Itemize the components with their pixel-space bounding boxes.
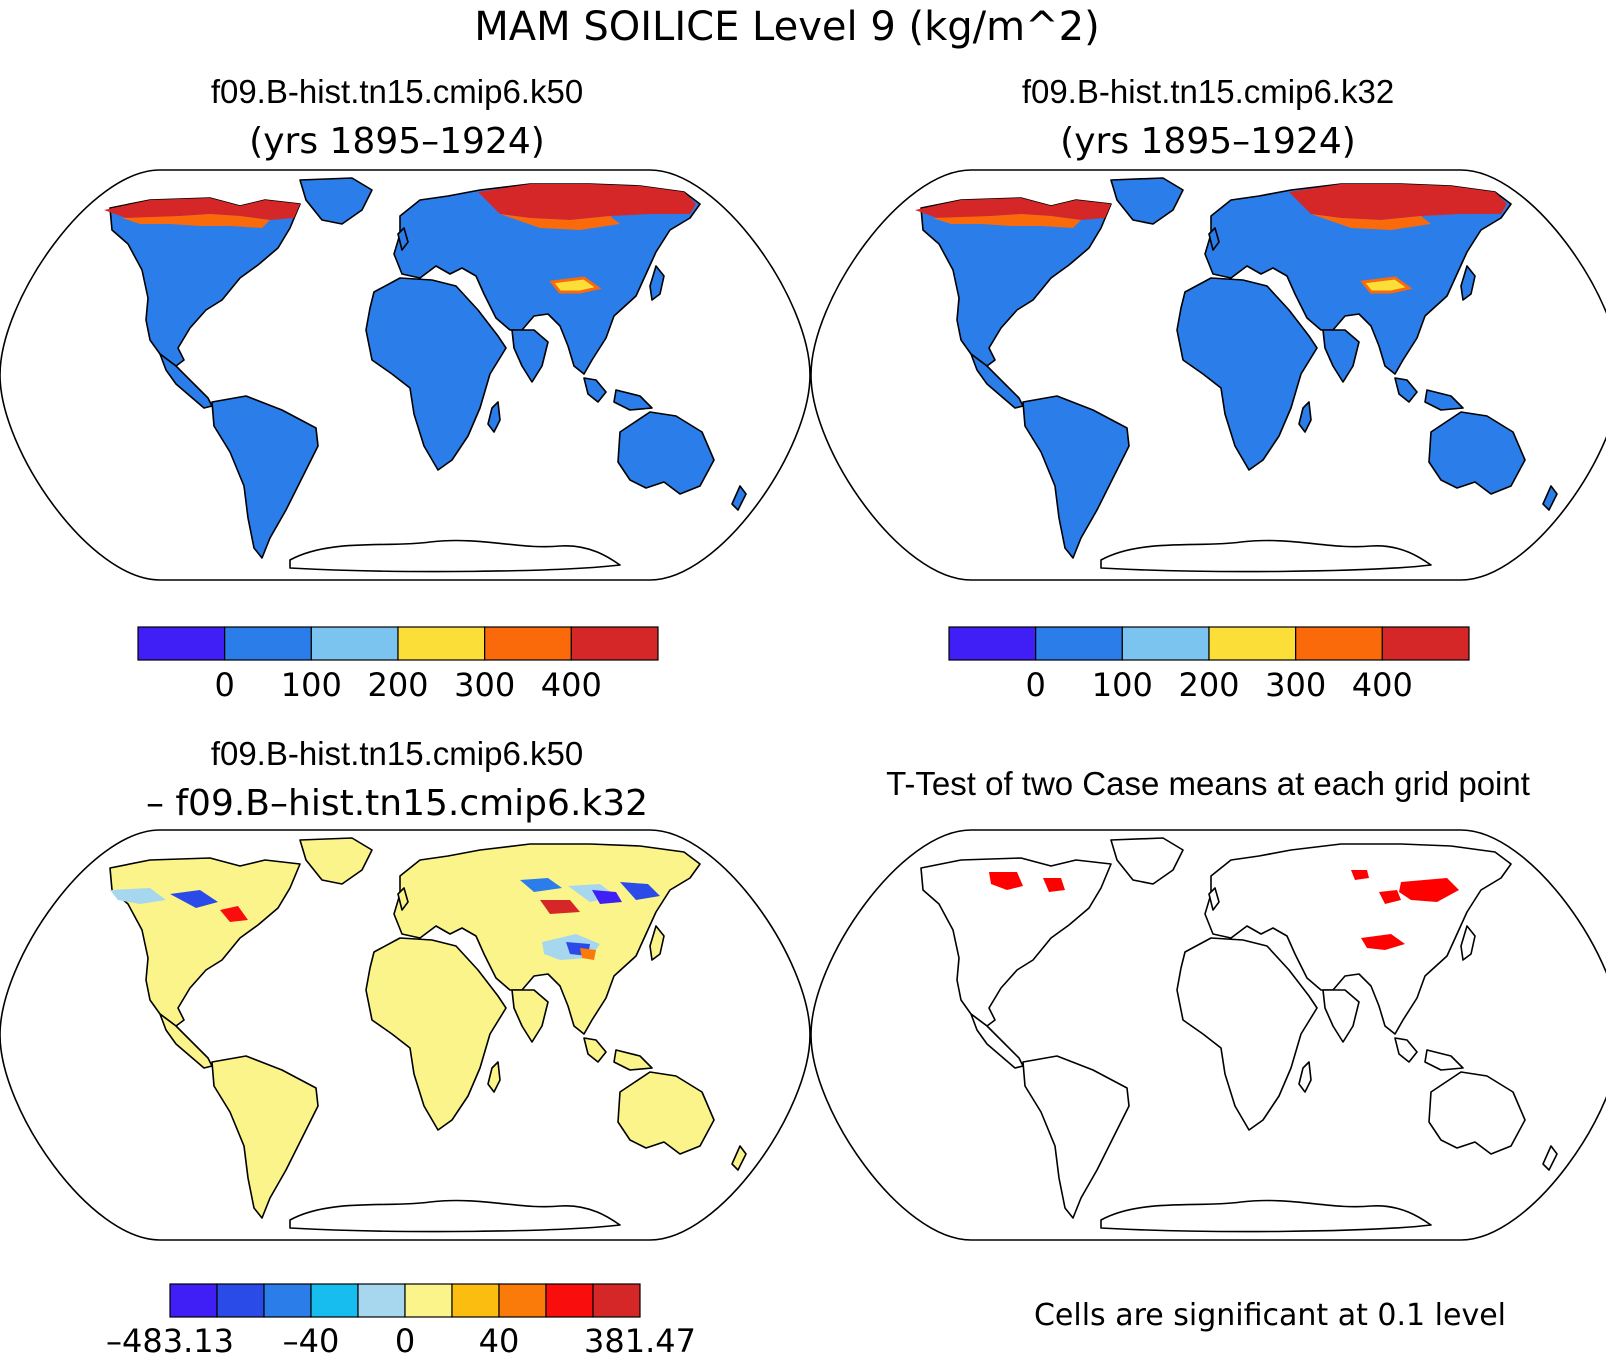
colorbar-swatch	[310, 1283, 359, 1318]
colorbar-case2: 0 100 200 300 400	[948, 626, 1470, 704]
map-difference	[0, 829, 811, 1241]
colorbar-swatch	[397, 626, 486, 661]
colorbar-tick-label: –40	[283, 1322, 340, 1354]
colorbar-tick-label: 200	[367, 666, 428, 704]
map-ttest	[810, 829, 1606, 1241]
colorbar-swatch	[545, 1283, 594, 1318]
colorbar-swatch	[948, 626, 1037, 661]
panel-case2-title: f09.B-hist.tn15.cmip6.k32	[1022, 73, 1394, 110]
colorbar-difference: –483.13 –40 0 40 381.47	[106, 1283, 696, 1354]
colorbar-swatch	[484, 626, 572, 661]
colorbar-swatch	[310, 626, 399, 661]
colorbar-swatch	[137, 626, 226, 661]
colorbar-swatch	[263, 1283, 312, 1318]
main-title: MAM SOILICE Level 9 (kg/m^2)	[474, 4, 1099, 50]
panel-difference: f09.B-hist.tn15.cmip6.k50 – f09.B–hist.t…	[0, 735, 811, 1354]
colorbar-swatch	[1381, 626, 1470, 661]
colorbar-tick-label: 200	[1178, 666, 1239, 704]
colorbar-tick-label: 40	[479, 1322, 520, 1354]
panel-difference-title: f09.B-hist.tn15.cmip6.k50	[211, 735, 583, 772]
panel-case1: f09.B-hist.tn15.cmip6.k50 (yrs 1895–1924…	[0, 73, 811, 704]
colorbar-tick-label: 381.47	[584, 1322, 696, 1354]
colorbar-swatch	[1035, 626, 1123, 661]
colorbar-tick-label: 300	[1265, 666, 1326, 704]
colorbar-swatch	[592, 1283, 641, 1318]
panel-case2-subtitle: (yrs 1895–1924)	[1060, 121, 1356, 162]
colorbar-tick-label: 100	[1092, 666, 1153, 704]
colorbar-tick-label: 0	[214, 666, 234, 704]
panel-case2: f09.B-hist.tn15.cmip6.k32 (yrs 1895–1924…	[810, 73, 1606, 704]
colorbar-swatch	[451, 1283, 500, 1318]
colorbar-tick-label: 100	[281, 666, 342, 704]
panel-case1-subtitle: (yrs 1895–1924)	[249, 121, 545, 162]
colorbar-tick-label: 400	[1352, 666, 1413, 704]
colorbar-tick-label: 400	[541, 666, 602, 704]
colorbar-swatch	[570, 626, 659, 661]
colorbar-tick-label: –483.13	[106, 1322, 234, 1354]
ttest-footnote: Cells are significant at 0.1 level	[1034, 1298, 1506, 1333]
colorbar-tick-label: 300	[454, 666, 515, 704]
colorbar-swatch	[1121, 626, 1210, 661]
colorbar-swatch	[357, 1283, 406, 1318]
panel-case1-title: f09.B-hist.tn15.cmip6.k50	[211, 73, 583, 110]
colorbar-swatch	[224, 626, 312, 661]
colorbar-swatch	[1295, 626, 1383, 661]
colorbar-swatch	[498, 1283, 547, 1318]
panel-difference-subtitle: – f09.B–hist.tn15.cmip6.k32	[146, 783, 648, 824]
panel-ttest: T-Test of two Case means at each grid po…	[810, 765, 1606, 1333]
colorbar-swatch	[169, 1283, 218, 1318]
colorbar-swatch	[404, 1283, 453, 1318]
colorbar-tick-label: 0	[1025, 666, 1045, 704]
panel-ttest-title: T-Test of two Case means at each grid po…	[886, 765, 1530, 802]
colorbar-tick-label: 0	[395, 1322, 415, 1354]
colorbar-case1: 0 100 200 300 400	[137, 626, 659, 704]
map-case1	[0, 169, 811, 581]
colorbar-swatch	[216, 1283, 265, 1318]
map-case2	[810, 169, 1606, 581]
colorbar-swatch	[1208, 626, 1297, 661]
